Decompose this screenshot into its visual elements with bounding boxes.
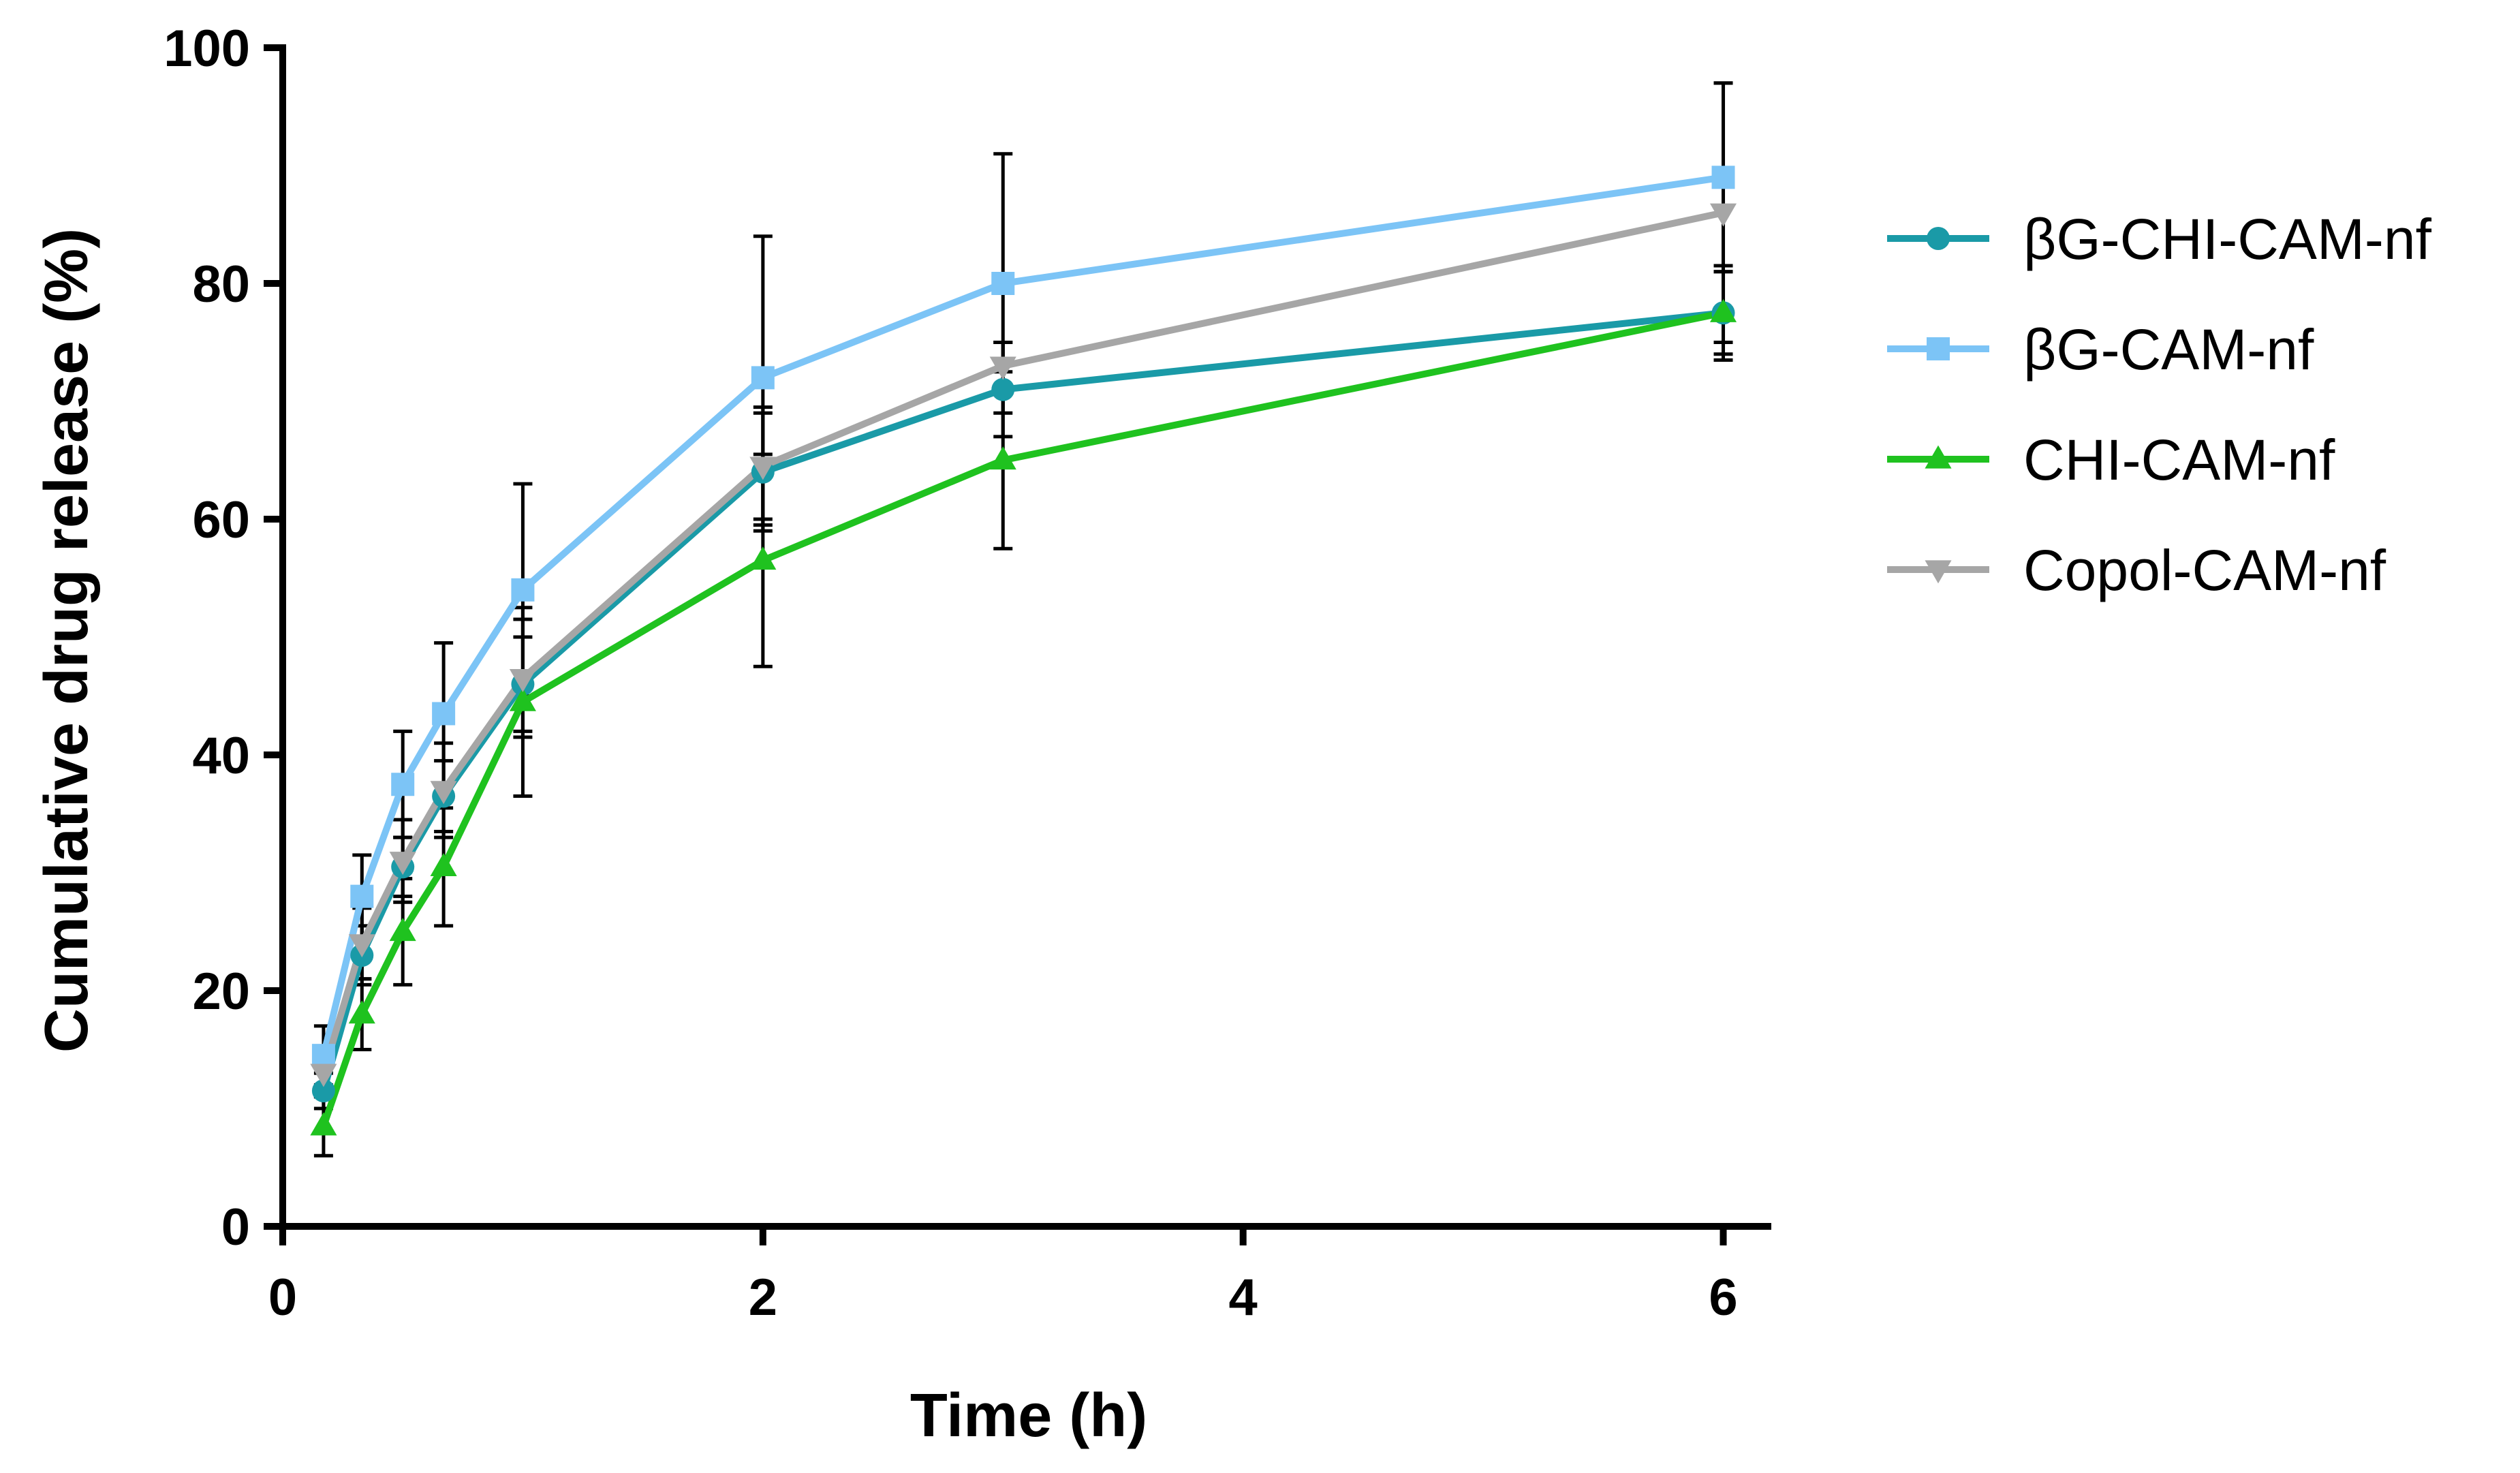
- legend-label: Copol-CAM-nf: [2023, 538, 2386, 602]
- data-point-chi-cam-nf: [989, 446, 1016, 470]
- legend-label: βG-CHI-CAM-nf: [2023, 207, 2432, 271]
- data-point-chi-cam-nf: [310, 1112, 337, 1136]
- x-tick-label: 2: [749, 1269, 777, 1327]
- legend-marker: [1927, 227, 1950, 250]
- y-tick-label: 100: [164, 20, 250, 78]
- data-point-g-cam-nf: [432, 702, 456, 726]
- data-point-copol-cam-nf: [430, 781, 457, 805]
- legend-marker: [1925, 445, 1952, 469]
- data-point-g-cam-nf: [1711, 166, 1735, 189]
- series-markers: [310, 166, 1737, 1136]
- data-point-copol-cam-nf: [989, 356, 1016, 380]
- legend: βG-CHI-CAM-nf βG-CAM-nf CHI-CAM-nf Copol-CA…: [1887, 207, 2432, 602]
- data-point-copol-cam-nf: [348, 934, 375, 958]
- series-line-g-cam-nf: [320, 174, 1724, 1057]
- x-ticks: 0 2 4 6: [268, 1226, 1738, 1327]
- data-point-g-cam-nf: [311, 1044, 335, 1068]
- data-point-chi-cam-nf: [1709, 298, 1737, 322]
- data-point-copol-cam-nf: [749, 456, 777, 480]
- series-line-g-chi-cam-nf: [320, 309, 1724, 1092]
- data-point-g-cam-nf: [991, 272, 1015, 295]
- data-point-copol-cam-nf: [1709, 203, 1737, 227]
- plot-area: [310, 81, 1737, 1158]
- data-point-chi-cam-nf: [389, 918, 416, 942]
- x-tick-label: 6: [1709, 1269, 1737, 1327]
- data-point-chi-cam-nf: [509, 687, 536, 711]
- x-tick-label: 0: [268, 1269, 297, 1327]
- error-bars: [313, 81, 1733, 1158]
- data-point-copol-cam-nf: [509, 668, 536, 692]
- y-tick-label: 20: [192, 963, 250, 1021]
- data-point-g-chi-cam-nf: [311, 1079, 335, 1103]
- data-point-chi-cam-nf: [749, 546, 777, 570]
- legend-item-g-chi-cam-nf: βG-CHI-CAM-nf: [1887, 207, 2432, 271]
- data-point-chi-cam-nf: [348, 1000, 375, 1024]
- legend-item-copol-cam-nf: Copol-CAM-nf: [1887, 538, 2386, 602]
- data-point-g-cam-nf: [391, 773, 415, 796]
- y-ticks: 0 20 40 60 80 100: [164, 20, 283, 1256]
- data-point-g-cam-nf: [511, 578, 535, 602]
- data-point-copol-cam-nf: [389, 852, 416, 875]
- legend-item-g-cam-nf: βG-CAM-nf: [1887, 317, 2314, 382]
- legend-item-chi-cam-nf: CHI-CAM-nf: [1887, 428, 2335, 492]
- data-point-g-cam-nf: [350, 884, 374, 908]
- data-point-g-cam-nf: [751, 366, 775, 390]
- series-lines: [320, 174, 1724, 1128]
- series-line-chi-cam-nf: [320, 309, 1724, 1128]
- y-tick-label: 80: [192, 255, 250, 313]
- data-point-copol-cam-nf: [310, 1064, 337, 1087]
- series-line-copol-cam-nf: [320, 209, 1724, 1074]
- x-tick-label: 4: [1229, 1269, 1258, 1327]
- y-tick-label: 0: [221, 1198, 250, 1256]
- y-tick-label: 60: [192, 491, 250, 549]
- legend-marker: [1925, 560, 1952, 584]
- axes: 0 20 40 60 80 100 0 2 4 6: [164, 20, 1771, 1327]
- x-axis-title: Time (h): [910, 1382, 1147, 1450]
- legend-label: βG-CAM-nf: [2023, 317, 2314, 382]
- legend-marker: [1927, 337, 1950, 360]
- data-point-chi-cam-nf: [430, 852, 457, 876]
- y-axis-title: Cumulative drug release (%): [33, 228, 101, 1053]
- legend-label: CHI-CAM-nf: [2023, 428, 2335, 492]
- y-tick-label: 40: [192, 727, 250, 785]
- data-point-g-chi-cam-nf: [991, 377, 1015, 401]
